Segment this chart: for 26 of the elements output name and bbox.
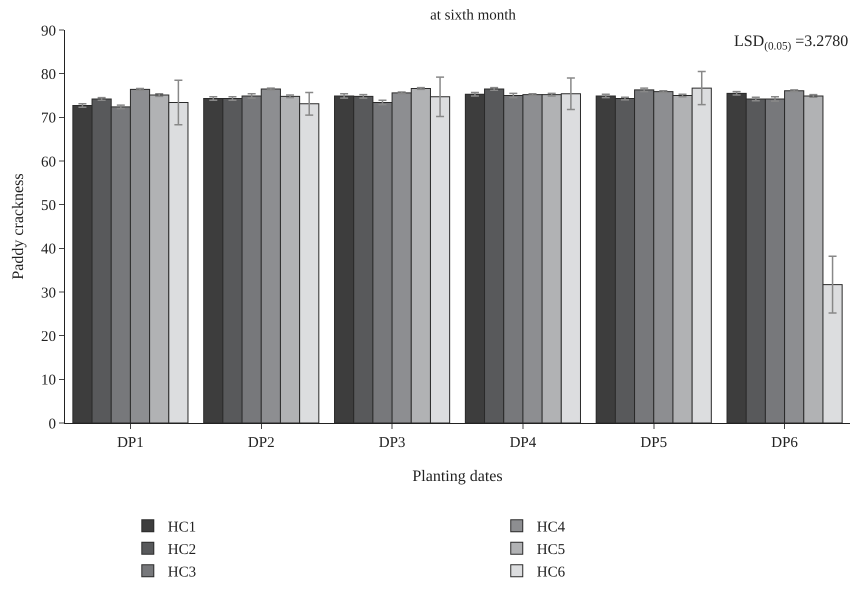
legend-label: HC1: [168, 520, 196, 536]
y-axis-title: Paddy crackness: [10, 173, 27, 280]
x-tick-label: DP4: [510, 435, 537, 451]
chart-title: at sixth month: [430, 7, 516, 24]
legend-label: HC6: [536, 564, 566, 581]
y-tick-label: 20: [41, 328, 56, 345]
y-tick-label: 50: [41, 198, 56, 214]
legend-label: HC3: [168, 564, 196, 581]
x-axis-title: Planting dates: [412, 468, 503, 485]
y-tick-label: 10: [41, 372, 56, 389]
y-tick-label: 0: [48, 416, 56, 432]
x-tick-label: DP6: [771, 435, 798, 451]
x-tick-label: DP2: [248, 435, 275, 451]
x-tick-label: DP3: [378, 435, 406, 451]
annotation: LSD$_{(0.05)}$ =3.2780: [734, 33, 848, 52]
y-tick-label: 30: [41, 285, 56, 302]
legend-label: HC2: [168, 542, 196, 558]
legend-label: HC5: [536, 542, 566, 558]
y-tick-label: 90: [41, 23, 56, 40]
x-tick-label: DP5: [640, 435, 668, 451]
y-tick-label: 80: [41, 66, 56, 83]
y-tick-label: 70: [41, 110, 56, 127]
y-tick-label: 60: [41, 154, 56, 170]
x-tick-label: DP1: [117, 435, 144, 451]
legend-label: HC4: [536, 520, 566, 536]
y-tick-label: 40: [41, 242, 56, 258]
